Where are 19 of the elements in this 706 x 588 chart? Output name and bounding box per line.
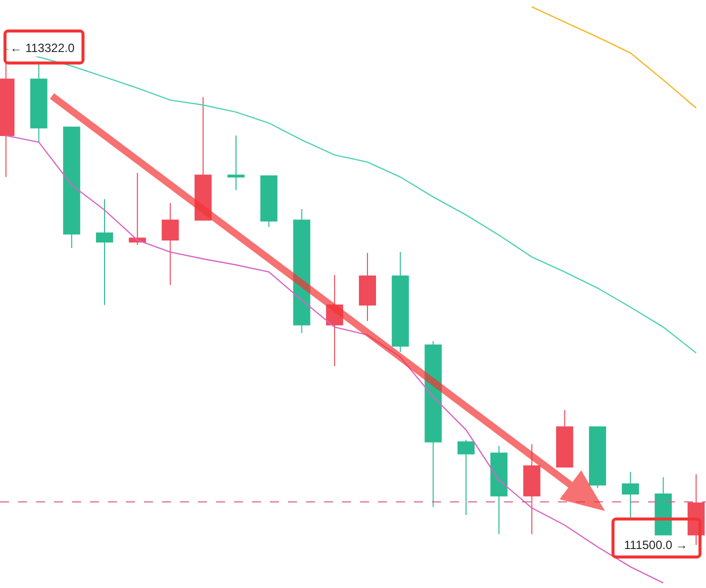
- candlestick: [622, 471, 639, 518]
- candlestick: [260, 175, 278, 228]
- candlestick: [128, 172, 146, 246]
- candlestick: [588, 426, 606, 488]
- candlestick: [556, 409, 574, 468]
- annotation: 111500.0 →: [624, 538, 688, 552]
- candlestick: [654, 476, 672, 536]
- candlestick: [162, 202, 179, 286]
- candlestick: [523, 444, 540, 535]
- candlestick: [293, 208, 310, 334]
- candlestick: [96, 198, 114, 306]
- candlestick: [490, 445, 508, 535]
- candlestick: [30, 64, 48, 143]
- candlestick: [227, 135, 245, 191]
- candlestick: [63, 126, 80, 248]
- candlestick: [458, 439, 475, 516]
- annotation: ← 113322.0: [10, 41, 75, 55]
- candlestick: [392, 252, 409, 353]
- candlestick: [358, 252, 376, 322]
